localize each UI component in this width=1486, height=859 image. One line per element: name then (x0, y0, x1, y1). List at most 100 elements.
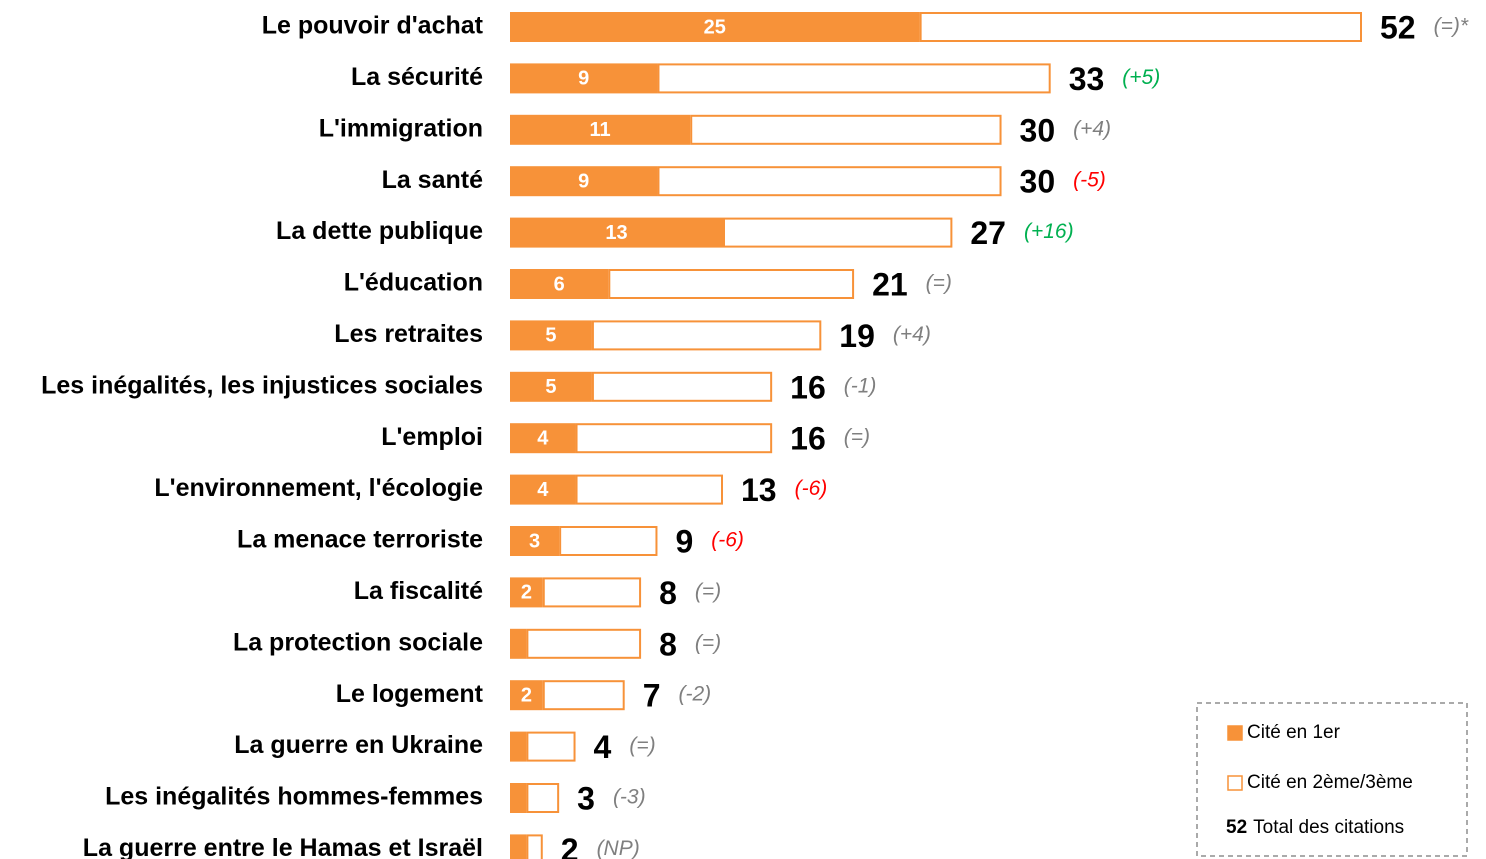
bar-segment (542, 680, 625, 711)
change-label: (=)* (1434, 15, 1469, 38)
bar-segment (510, 371, 592, 402)
legend-label: Cité en 2ème/3ème (1247, 772, 1413, 793)
total-label: 30 (1020, 164, 1056, 200)
bar-segment (510, 680, 543, 711)
bar-segment (510, 114, 691, 145)
bar-segment (510, 166, 658, 197)
bar-segment (723, 217, 953, 248)
bar-value-label: 9 (578, 68, 589, 90)
bar-segment (919, 12, 1362, 42)
bar-segment (591, 320, 822, 351)
category-label: La fiscalité (354, 577, 483, 605)
change-label: (-1) (844, 374, 877, 397)
change-label: (+16) (1024, 220, 1074, 243)
change-label: (-5) (1073, 169, 1106, 192)
category-label: L'emploi (381, 423, 483, 451)
bar-value-label: 3 (529, 530, 540, 552)
total-label: 4 (594, 729, 612, 765)
legend-swatch (1227, 775, 1243, 791)
change-label: (+4) (893, 323, 931, 346)
total-label: 16 (790, 369, 826, 405)
total-label: 8 (659, 626, 677, 662)
change-label: (-3) (613, 786, 646, 809)
legend-total-number: 52 (1226, 817, 1247, 838)
total-label: 16 (790, 421, 826, 457)
bar-segment (510, 423, 576, 454)
total-label: 52 (1380, 9, 1416, 45)
change-label: (=) (695, 631, 721, 654)
category-label: L'environnement, l'écologie (154, 474, 483, 502)
total-label: 13 (741, 472, 777, 508)
bar-value-label: 13 (605, 222, 627, 244)
total-label: 33 (1069, 61, 1105, 97)
category-label: La menace terroriste (237, 526, 483, 554)
bar-value-label: 4 (537, 479, 549, 501)
change-label: (NP) (597, 837, 640, 859)
bar-segment (575, 423, 773, 454)
change-label: (+5) (1122, 66, 1160, 89)
category-label: Le logement (336, 680, 484, 708)
bar-segment (510, 217, 723, 248)
legend-box (1196, 702, 1468, 857)
bar-segment (510, 577, 543, 608)
bar-segment (526, 834, 543, 859)
bar-segment (542, 577, 642, 608)
bar-value-label: 6 (554, 273, 565, 295)
total-label: 8 (659, 575, 677, 611)
bar-value-label: 5 (545, 376, 556, 398)
bar-segment (526, 783, 560, 813)
bar-segment (591, 371, 773, 402)
bar-segment (510, 834, 527, 859)
category-label: L'éducation (344, 269, 483, 297)
category-label: Les inégalités, les injustices sociales (41, 371, 483, 399)
total-label: 9 (675, 523, 693, 559)
change-label: (+4) (1073, 117, 1111, 140)
bar-segment (657, 166, 1002, 197)
total-label: 21 (872, 266, 908, 302)
total-label: 2 (561, 832, 579, 859)
category-label: La sécurité (351, 63, 483, 91)
legend-total-text: Total des citations (1253, 817, 1404, 838)
bar-segment (608, 269, 855, 299)
category-label: La santé (382, 166, 484, 194)
bar-segment (510, 320, 592, 351)
bar-segment (559, 526, 658, 556)
change-label: (-6) (795, 477, 828, 500)
bar-segment (657, 63, 1051, 94)
bar-segment (510, 63, 658, 94)
bar-segment (575, 474, 723, 505)
bar-value-label: 9 (578, 170, 589, 192)
bar-segment (510, 628, 527, 659)
bar-segment (510, 526, 560, 556)
total-label: 3 (577, 780, 595, 816)
category-label: La dette publique (276, 217, 483, 245)
category-label: La guerre en Ukraine (234, 731, 483, 759)
total-label: 19 (839, 318, 875, 354)
bar-value-label: 2 (521, 582, 532, 604)
total-label: 7 (643, 678, 661, 714)
change-label: (=) (695, 580, 721, 603)
bar-value-label: 25 (704, 16, 726, 38)
category-label: Les retraites (334, 320, 483, 348)
bar-value-label: 5 (545, 325, 556, 347)
bar-segment (510, 269, 609, 299)
change-label: (-2) (678, 683, 711, 706)
category-label: La guerre entre le Hamas et Israël (83, 834, 483, 859)
legend-label: Cité en 1er (1247, 722, 1341, 743)
bar-segment (510, 12, 920, 42)
category-label: L'immigration (319, 114, 483, 142)
bar-segment (690, 114, 1002, 145)
bar-segment (510, 731, 527, 762)
bar-segment (510, 783, 527, 813)
bar-segment (526, 731, 576, 762)
change-label: (=) (844, 426, 870, 449)
bar-value-label: 2 (521, 684, 532, 706)
bar-segment (510, 474, 576, 505)
bar-value-label: 11 (590, 119, 611, 141)
total-label: 27 (970, 215, 1006, 251)
category-label: Le pouvoir d'achat (262, 12, 484, 40)
legend-swatch (1227, 725, 1243, 741)
bar-value-label: 4 (537, 427, 549, 449)
change-label: (-6) (711, 529, 744, 552)
